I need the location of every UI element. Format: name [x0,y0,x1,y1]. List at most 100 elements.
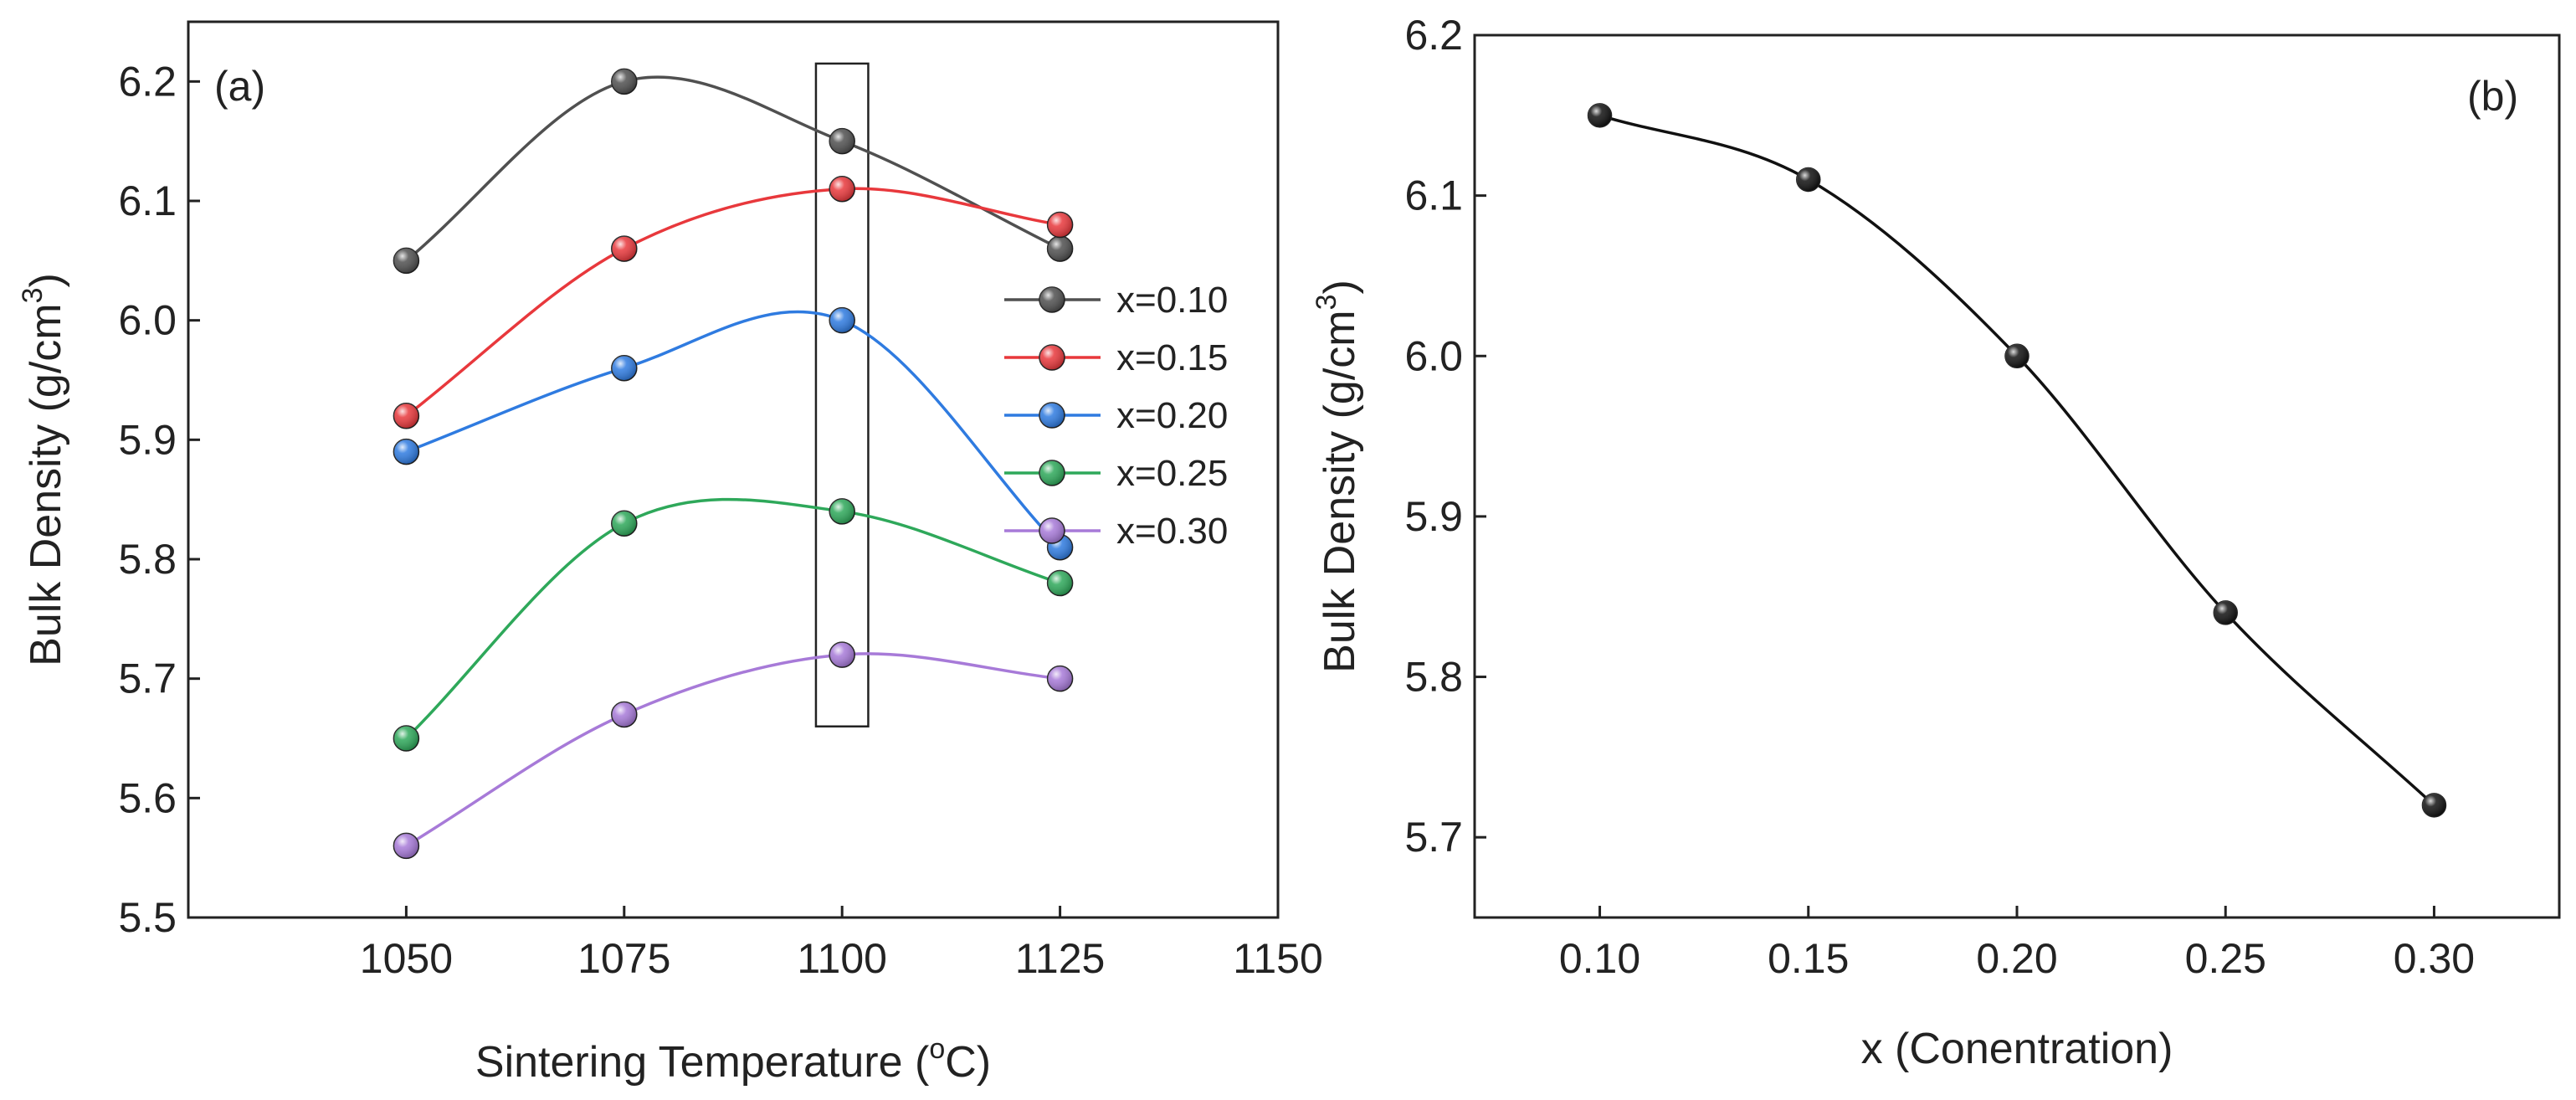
data-point-0.20-shine [2005,344,2029,368]
legend-marker-x=0.10 [1039,286,1065,313]
x-tick-label: 0.15 [1768,935,1849,982]
legend-marker-x=0.30-shine [1039,518,1065,543]
data-point-x=0.25-1100 [829,498,855,525]
panel-a-label: (a) [214,63,265,110]
legend-label-x=0.20: x=0.20 [1116,395,1228,436]
y-tick-label: 5.9 [118,416,177,463]
data-point-x=0.30-1075 [611,701,638,728]
data-point-x=0.15-1050-shine [393,403,419,429]
data-point-x=0.25-1050 [393,725,420,752]
y-tick-label: 6.1 [1404,172,1463,219]
series-line-x=0.20 [405,310,1061,548]
data-point-x=0.10-1075 [611,68,638,95]
data-point-x=0.15-1125 [1046,211,1074,239]
legend-label-x=0.25: x=0.25 [1116,453,1228,494]
data-point-x=0.20-1050-shine [393,439,419,465]
y-tick-label: 5.9 [1404,493,1463,540]
data-point-x=0.20-1100 [829,306,855,334]
legend-marker-x=0.20-shine [1039,403,1065,428]
panel-a-legend: x=0.10 x=0.15 x=0.20 x=0.25 x=0.30 [1004,280,1228,552]
data-point-x=0.25-1075 [611,510,638,537]
data-point-x=0.25-1050-shine [393,726,419,751]
data-point-x=0.25-1125-shine [1047,570,1073,596]
y-tick-label: 5.5 [118,894,177,941]
y-tick-label: 5.6 [118,774,177,821]
panel-a-plot-frame [187,20,1280,919]
panel-b-y-axis-title: Bulk Density (g/cm3) [1311,280,1364,673]
data-point-x=0.30-1125 [1046,665,1074,692]
x-tick-label: 1075 [577,935,670,982]
x-tick-label: 0.30 [2394,935,2475,982]
panel-a-x-axis-title: Sintering Temperature (oC) [475,1033,991,1087]
series-line-bulk-density [1598,114,2435,807]
legend-marker-x=0.15 [1039,344,1065,371]
y-tick-label: 6.2 [1404,12,1463,59]
data-point-x=0.15-1075-shine [611,236,637,262]
legend-marker-x=0.10-shine [1039,287,1065,312]
series-line-x=0.15 [405,187,1060,418]
data-point-x=0.25-1075-shine [611,511,637,537]
x-tick-label: 1150 [1233,935,1323,982]
data-point-x=0.15-1050 [393,403,420,429]
x-tick-label: 0.10 [1559,935,1640,982]
panel-b-series-markers [1587,103,2447,818]
panel-b-label: (b) [2467,73,2518,120]
data-point-x=0.10-1050-shine [393,248,419,274]
data-point-x=0.20-1075 [611,354,638,382]
series-line-x=0.25 [405,497,1061,740]
data-point-0.20 [2004,343,2029,369]
legend-label-x=0.15: x=0.15 [1116,337,1228,378]
panel-b-series-lines [1598,114,2435,807]
x-tick-label: 0.20 [1976,935,2057,982]
legend-label-x=0.30: x=0.30 [1116,511,1228,552]
data-point-0.30 [2421,793,2447,818]
data-point-x=0.20-1050 [393,438,420,465]
data-point-x=0.30-1050 [393,832,420,860]
panel-a-highlight-box [814,62,870,727]
x-tick-label: 1125 [1015,935,1106,982]
panel-a-y-axis: 5.5 5.6 5.7 5.8 5.9 6.0 6.1 6.2 [118,58,200,941]
y-tick-label: 5.7 [1404,814,1463,861]
legend-marker-x=0.25 [1039,460,1065,486]
y-tick-label: 5.8 [118,536,177,583]
data-point-x=0.10-1125 [1046,235,1074,262]
x-tick-label: 1100 [797,935,887,982]
data-point-x=0.30-1125-shine [1047,666,1073,691]
legend-marker-x=0.30 [1039,517,1065,544]
y-tick-label: 6.0 [118,297,177,344]
panel-b-plot-frame [1473,33,2561,919]
data-point-0.25 [2213,600,2238,625]
data-point-x=0.15-1075 [611,235,638,262]
data-point-x=0.30-1050-shine [393,833,419,859]
panel-a-x-axis: 1050 1075 1100 1125 1150 [360,906,1323,982]
data-point-x=0.20-1100-shine [829,307,855,333]
data-point-x=0.20-1075-shine [611,355,637,381]
data-point-x=0.25-1125 [1046,569,1074,597]
panel-b: (b) 5.75.85.96.06.16.2 0.10 0.15 0.20 0.25 0… [1311,12,2561,1073]
panel-b-x-axis-title: x (Conentration) [1861,1025,2173,1073]
panel-a: (a) 5.5 5.6 5.7 5.8 5.9 6.0 6.1 6.2 1050 1075 110… [17,20,1323,1087]
data-point-x=0.15-1100 [829,175,855,203]
x-tick-label: 0.25 [2185,935,2266,982]
legend-marker-x=0.25-shine [1039,460,1065,486]
panel-b-x-axis: 0.10 0.15 0.20 0.25 0.30 [1559,906,2475,982]
y-tick-label: 6.2 [118,58,177,105]
data-point-0.15-shine [1796,167,1820,192]
data-point-0.25-shine [2214,600,2238,625]
series-line-x=0.30 [405,652,1060,847]
data-point-x=0.15-1125-shine [1047,212,1073,238]
data-point-x=0.10-1100 [829,127,855,155]
data-point-x=0.10-1125-shine [1047,236,1073,262]
data-point-0.15 [1796,167,1821,193]
panel-b-y-axis: 5.7 5.8 5.9 6.0 6.1 6.2 [1404,12,1486,861]
y-tick-label: 5.8 [1404,654,1463,701]
panel-a-series-markers [393,68,1074,860]
data-point-x=0.15-1100-shine [829,176,855,202]
data-point-x=0.10-1100-shine [829,128,855,154]
panel-a-series-lines [405,75,1061,847]
panel-a-y-axis-title: Bulk Density (g/cm3) [17,273,70,666]
data-point-x=0.10-1075-shine [611,69,637,95]
data-point-x=0.25-1100-shine [829,498,855,524]
y-tick-label: 6.0 [1404,332,1463,379]
